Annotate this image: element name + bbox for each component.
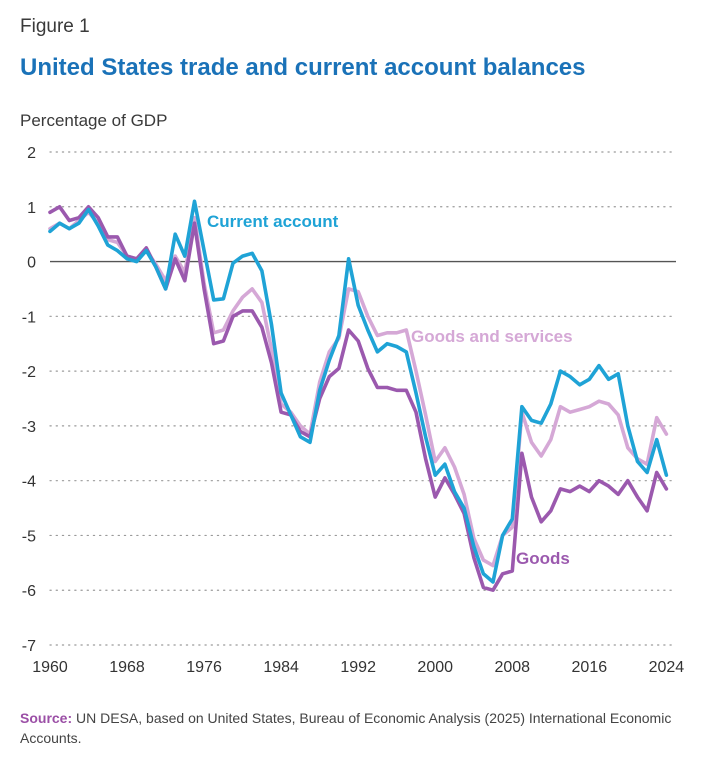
x-tick-label: 2008	[494, 659, 530, 676]
x-tick-label: 2000	[417, 659, 453, 676]
y-axis-tick-labels: 2 1 0 -1 -2 -3 -4 -5 -6 -7	[22, 145, 36, 655]
gridlines	[49, 151, 677, 646]
x-tick-label: 1960	[32, 659, 68, 676]
y-tick-label: -1	[22, 309, 36, 326]
y-tick-label: -5	[22, 528, 36, 545]
series-line-goods	[48, 205, 669, 593]
figure-label: Figure 1	[20, 16, 90, 37]
source-key: Source:	[20, 710, 73, 726]
y-tick-label: 1	[27, 200, 36, 217]
source-note: Source: UN DESA, based on United States,…	[20, 708, 690, 748]
x-tick-label: 1984	[263, 659, 299, 676]
series-label-current-account: Current account	[207, 212, 339, 231]
y-tick-label: -6	[22, 583, 36, 600]
x-tick-label: 1992	[340, 659, 376, 676]
x-tick-label: 1976	[186, 659, 222, 676]
y-tick-label: 0	[27, 255, 36, 272]
series-label-goods-and-services: Goods and services	[411, 327, 573, 346]
x-axis-tick-labels: 1960 1968 1976 1984 1992 2000 2008 2016 2024	[32, 659, 684, 676]
source-text: UN DESA, based on United States, Bureau …	[20, 710, 672, 746]
series-line-current-account	[48, 199, 669, 584]
y-axis-unit-label: Percentage of GDP	[20, 111, 168, 130]
y-tick-label: -2	[22, 364, 36, 381]
y-tick-label: -4	[22, 474, 36, 491]
chart-title: United States trade and current account …	[20, 54, 586, 81]
series-labels: Current account Goods and services Goods	[207, 212, 573, 568]
line-chart: 2 1 0 -1 -2 -3 -4 -5 -6 -7 1960 1968 1976 1984 1992 20…	[22, 145, 685, 676]
series-label-goods: Goods	[516, 549, 570, 568]
series-line-goods-and-services	[48, 210, 669, 568]
x-tick-label: 1968	[109, 659, 145, 676]
x-tick-label: 2024	[649, 659, 685, 676]
y-tick-label: -7	[22, 638, 36, 655]
y-tick-label: 2	[27, 145, 36, 162]
series-lines	[48, 199, 669, 593]
y-tick-label: -3	[22, 419, 36, 436]
x-tick-label: 2016	[572, 659, 608, 676]
